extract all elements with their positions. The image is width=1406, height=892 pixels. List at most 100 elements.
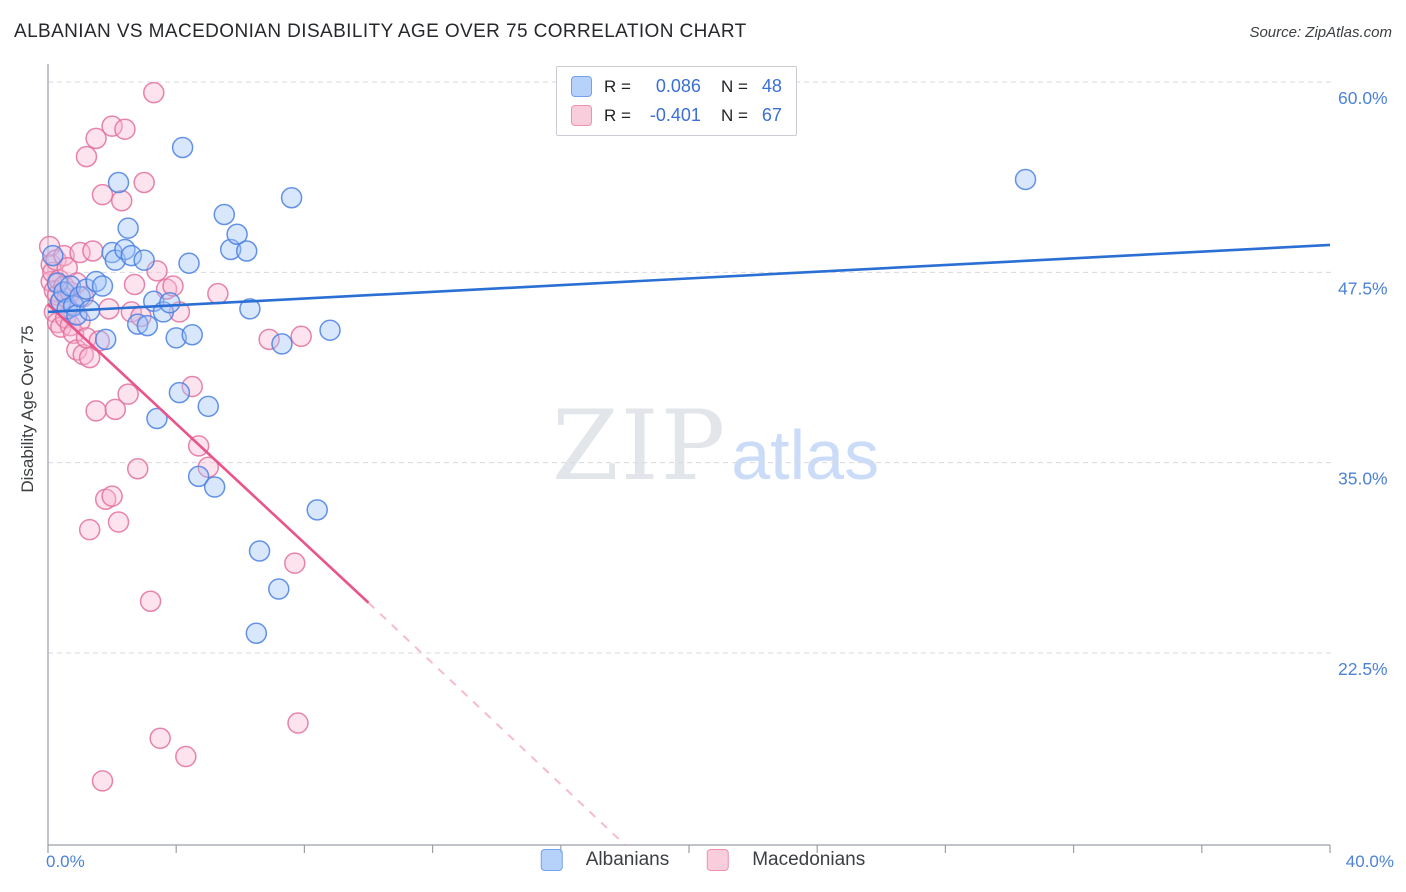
n-label: N = <box>720 76 748 96</box>
source-credit: Source: ZipAtlas.com <box>1249 24 1392 41</box>
macedonians-points <box>38 81 312 792</box>
macedonians-trendline <box>47 303 370 604</box>
n-value-macedonians: 67 <box>761 105 782 125</box>
x-axis-max-label: 40.0% <box>1345 852 1394 871</box>
scatter-point <box>101 115 123 137</box>
gridlines: 60.0% 47.5% 35.0% 22.5% <box>48 81 1388 679</box>
scatter-point <box>175 745 197 768</box>
scatter-point <box>91 770 114 792</box>
scatter-point <box>139 590 162 612</box>
macedonians-swatch-icon <box>571 105 592 126</box>
scatter-point <box>101 485 123 507</box>
scatter-point <box>197 395 219 418</box>
scatter-point <box>162 275 184 297</box>
scatter-point <box>258 328 280 351</box>
scatter-point <box>290 325 312 348</box>
scatter-point <box>53 244 75 267</box>
y-tick-label: 47.5% <box>1338 278 1388 298</box>
scatter-point <box>168 381 191 404</box>
legend-row-albanians: R = 0.086 N = 48 <box>571 76 782 97</box>
albanians-swatch-icon <box>571 76 592 97</box>
scatter-point <box>235 240 258 262</box>
scatter-point <box>171 136 194 159</box>
scatter-point <box>165 327 187 349</box>
scatter-point <box>203 476 226 498</box>
scatter-point <box>133 171 155 194</box>
axes <box>47 64 1331 853</box>
scatter-point <box>271 333 293 355</box>
scatter-point <box>146 407 168 430</box>
trendlines <box>47 243 1331 604</box>
scatter-point <box>104 398 127 421</box>
scatter-point <box>75 145 98 168</box>
series-legend: Albanians Macedonians <box>540 849 865 871</box>
r-label: R = <box>604 105 631 125</box>
scatter-point <box>284 552 306 574</box>
scatter-point <box>136 314 159 337</box>
scatter-point <box>78 346 101 369</box>
scatter-point <box>56 257 78 279</box>
correlation-legend: R = 0.086 N = 48 R = -0.401 N = 67 <box>556 66 797 136</box>
macedonians-swatch-icon <box>707 849 730 871</box>
legend-item-macedonians: Macedonians <box>707 849 865 871</box>
scatter-point <box>213 203 236 226</box>
scatter-point <box>178 252 200 274</box>
scatter-point <box>306 499 328 521</box>
scatter-point <box>107 171 130 194</box>
legend-row-macedonians: R = -0.401 N = 67 <box>571 105 782 126</box>
scatter-point <box>117 217 139 239</box>
scatter-point <box>239 298 261 320</box>
scatter-point <box>85 400 107 422</box>
scatter-point <box>114 238 136 261</box>
legend-label-albanians: Albanians <box>585 849 670 870</box>
scatter-point <box>159 292 181 314</box>
scatter-point <box>126 458 149 480</box>
scatter-point <box>187 465 210 488</box>
r-value-macedonians: -0.401 <box>649 105 701 125</box>
scatter-point <box>110 190 133 212</box>
scatter-point <box>123 273 146 296</box>
scatter-point <box>133 249 155 271</box>
r-label: R = <box>604 76 631 96</box>
scatter-point <box>181 375 203 398</box>
scatter-point <box>226 223 248 246</box>
y-tick-label: 35.0% <box>1338 469 1388 489</box>
scatter-point <box>91 183 114 206</box>
scatter-point <box>149 727 171 750</box>
scatter-point <box>245 622 268 644</box>
scatter-point <box>268 578 290 600</box>
legend-item-albanians: Albanians <box>540 849 670 871</box>
scatter-point <box>91 275 114 297</box>
scatter-point <box>143 81 165 104</box>
scatter-point <box>280 186 303 209</box>
scatter-point <box>117 383 139 405</box>
scatter-point <box>114 118 136 140</box>
scatter-point <box>107 511 130 533</box>
y-tick-label: 22.5% <box>1338 659 1388 679</box>
legend-label-macedonians: Macedonians <box>752 849 866 870</box>
scatter-point <box>42 244 64 267</box>
trendline-extensions <box>367 602 626 846</box>
scatter-point <box>207 282 229 305</box>
scatter-point <box>319 319 341 341</box>
scatter-point <box>78 518 101 541</box>
scatter-point <box>181 324 203 346</box>
page-title: ALBANIAN VS MACEDONIAN DISABILITY AGE OV… <box>14 21 747 42</box>
scatter-point <box>287 712 309 734</box>
x-axis-min-label: 0.0% <box>46 852 85 871</box>
scatter-point <box>94 328 117 351</box>
albanians-swatch-icon <box>540 849 563 871</box>
albanians-trendline <box>47 243 1331 314</box>
n-value-albanians: 48 <box>761 76 782 96</box>
n-label: N = <box>720 105 748 125</box>
scatter-point <box>248 540 271 562</box>
scatter-point <box>85 127 107 150</box>
scatter-point <box>62 322 85 344</box>
r-value-albanians: 0.086 <box>655 76 701 96</box>
scatter-point <box>1014 168 1037 191</box>
scatter-point <box>82 240 104 262</box>
scatter-point <box>120 244 143 267</box>
y-tick-label: 60.0% <box>1338 88 1388 108</box>
